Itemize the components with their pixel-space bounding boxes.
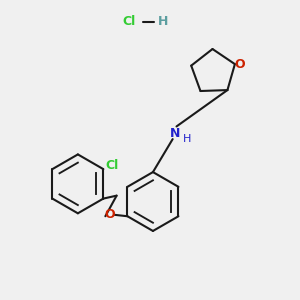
Text: Cl: Cl [106,159,119,172]
Text: H: H [158,15,168,28]
Text: O: O [104,208,115,221]
Text: Cl: Cl [123,15,136,28]
Text: H: H [183,134,192,144]
Text: O: O [235,58,245,70]
Text: N: N [170,127,180,140]
